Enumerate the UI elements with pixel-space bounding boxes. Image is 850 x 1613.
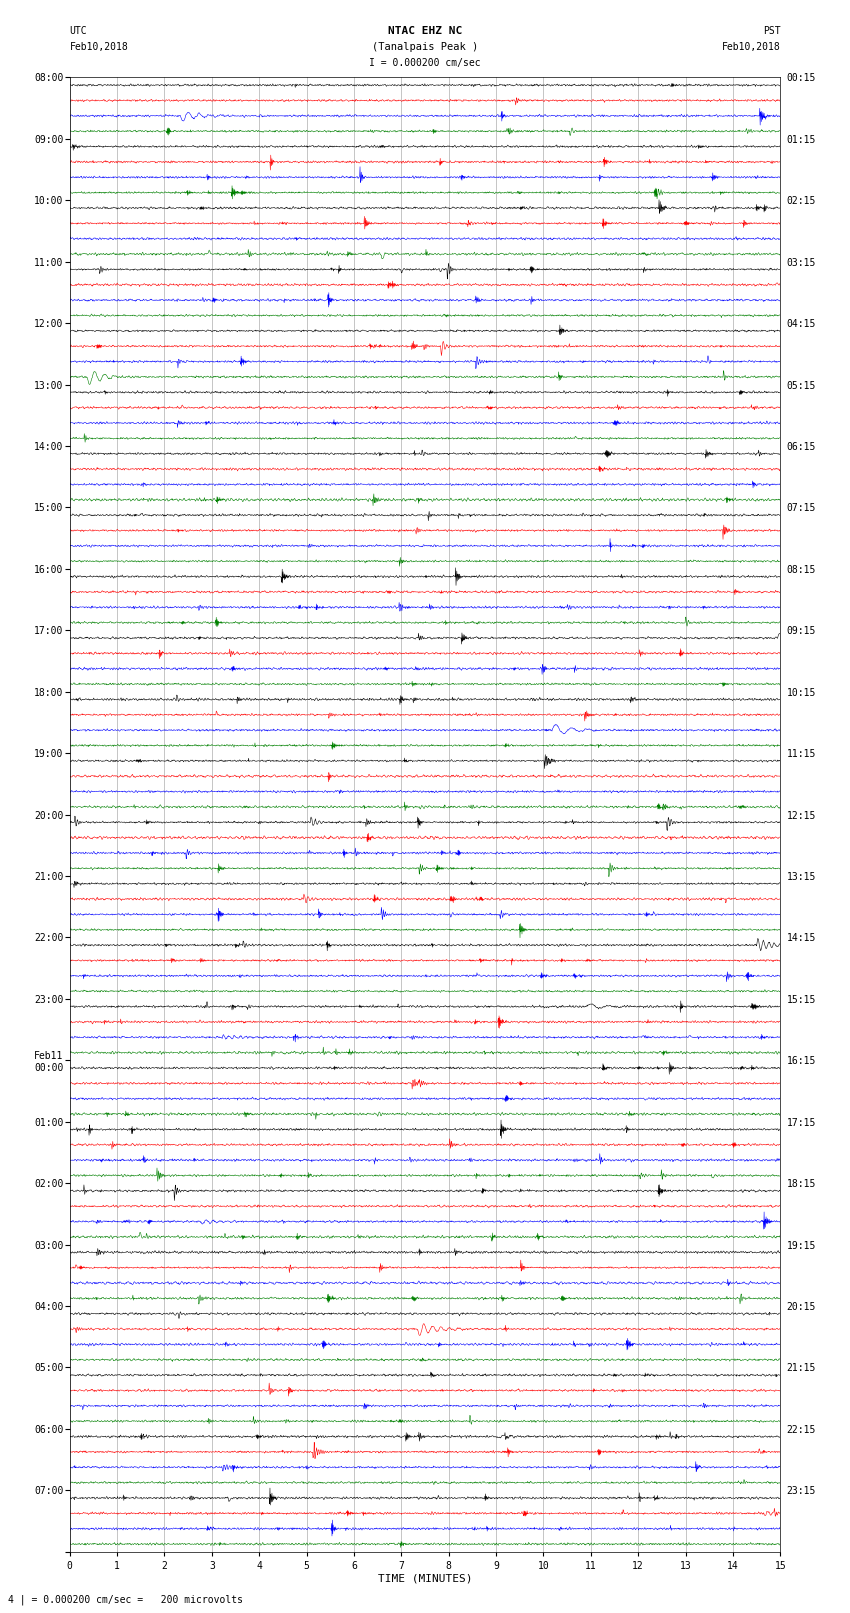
Text: PST: PST <box>762 26 780 35</box>
Text: (Tanalpais Peak ): (Tanalpais Peak ) <box>371 42 478 52</box>
X-axis label: TIME (MINUTES): TIME (MINUTES) <box>377 1574 473 1584</box>
Text: UTC: UTC <box>70 26 88 35</box>
Text: Feb10,2018: Feb10,2018 <box>722 42 780 52</box>
Text: NTAC EHZ NC: NTAC EHZ NC <box>388 26 462 35</box>
Text: Feb10,2018: Feb10,2018 <box>70 42 128 52</box>
Text: 4 | = 0.000200 cm/sec =   200 microvolts: 4 | = 0.000200 cm/sec = 200 microvolts <box>8 1594 243 1605</box>
Text: I = 0.000200 cm/sec: I = 0.000200 cm/sec <box>369 58 481 68</box>
